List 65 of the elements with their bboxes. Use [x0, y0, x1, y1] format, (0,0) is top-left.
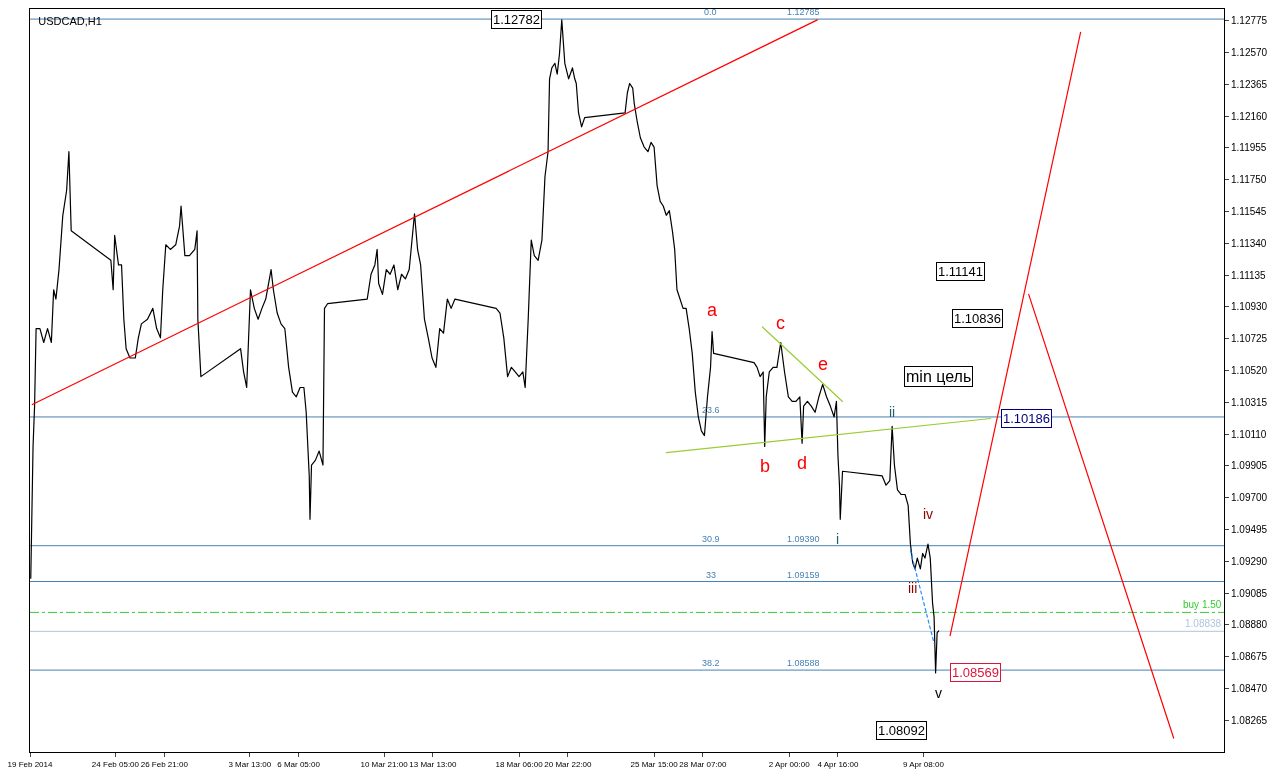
annotation: 1.11141 [938, 264, 984, 279]
annotation: a [707, 300, 718, 320]
x-tick-label: 2 Apr 00:00 [768, 759, 811, 769]
y-tick-label: 1.12160 [1231, 110, 1268, 122]
x-tick-label: 24 Feb 05:00 [91, 759, 140, 769]
y-tick-label: 1.09085 [1231, 587, 1268, 599]
x-tick-label: 25 Mar 15:00 [630, 759, 679, 769]
y-tick-label: 1.09495 [1231, 523, 1268, 535]
y-tick-label: 1.12570 [1231, 46, 1268, 58]
x-tick-label: 26 Feb 21:00 [140, 759, 189, 769]
y-tick-label: 1.11340 [1231, 237, 1267, 249]
y-tick-label: 1.10110 [1231, 428, 1267, 440]
x-tick-label: 18 Mar 06:00 [495, 759, 544, 769]
annotation: 1.08588 [787, 658, 820, 668]
x-tick-label: 10 Mar 21:00 [360, 759, 409, 769]
annotation: 1.12785 [787, 7, 820, 17]
y-tick-label: 1.10315 [1231, 396, 1268, 408]
y-tick-label: 1.08880 [1231, 619, 1268, 631]
annotation: b [760, 456, 771, 476]
y-tick-label: 1.08470 [1231, 682, 1268, 694]
annotation: iii [908, 580, 918, 596]
y-tick-label: 1.10520 [1231, 364, 1268, 376]
x-tick-label: 9 Apr 08:00 [902, 759, 945, 769]
ref-line-label: 1.08838 [1185, 618, 1222, 629]
annotation: 1.10836 [954, 311, 1001, 326]
annotation: 1.09390 [787, 534, 820, 544]
x-tick-label: 4 Apr 16:00 [817, 759, 859, 769]
y-tick-label: 1.11955 [1231, 142, 1267, 154]
annotation: 1.08569 [952, 665, 999, 680]
text: USDCAD,H1 [38, 14, 102, 27]
annotation: c [776, 313, 785, 333]
x-tick-label: 20 Mar 22:00 [544, 759, 592, 769]
y-tick-label: 1.09905 [1231, 460, 1268, 472]
annotation: 1.12782 [493, 12, 540, 27]
annotation: 1.09159 [787, 570, 820, 580]
annotation: 30.9 [702, 534, 720, 544]
annotation: 1.08092 [878, 723, 925, 738]
annotation: e [818, 354, 829, 374]
annotation: iv [923, 506, 934, 522]
x-tick-label: 6 Mar 05:00 [277, 759, 321, 769]
y-tick-label: 1.08675 [1231, 651, 1268, 663]
annotation: i [836, 531, 840, 547]
annotation: v [935, 685, 942, 701]
y-tick-label: 1.12775 [1231, 15, 1268, 27]
y-tick-label: 1.10725 [1231, 333, 1268, 345]
y-tick-label: 1.11750 [1231, 174, 1267, 186]
x-tick-label: 13 Mar 13:00 [409, 759, 457, 769]
y-tick-label: 1.09700 [1231, 492, 1268, 504]
annotation: 1.10186 [1003, 411, 1050, 426]
y-tick-label: 1.10930 [1231, 301, 1268, 313]
annotation: 38.2 [702, 658, 720, 668]
annotation: 33 [706, 570, 717, 580]
annotation: ii [889, 404, 896, 420]
annotation: 0.0 [704, 7, 717, 17]
y-tick-label: 1.09290 [1231, 555, 1268, 567]
ref-line-label: buy 1.50 [1183, 599, 1222, 610]
x-tick-label: 3 Mar 13:00 [228, 759, 272, 769]
annotation: min цель [906, 368, 972, 385]
y-tick-label: 1.11135 [1231, 269, 1267, 281]
y-tick-label: 1.11545 [1231, 205, 1267, 217]
x-tick-label: 19 Feb 2014 [7, 759, 54, 769]
y-tick-label: 1.08265 [1231, 714, 1268, 726]
annotation: d [797, 453, 808, 473]
x-tick-label: 28 Mar 07:00 [679, 759, 728, 769]
y-tick-label: 1.12365 [1231, 78, 1268, 90]
